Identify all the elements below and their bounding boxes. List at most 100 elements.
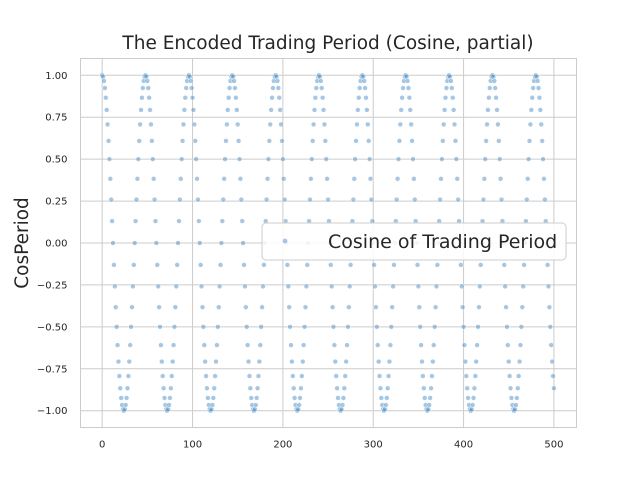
data-point — [525, 176, 531, 182]
data-point — [137, 121, 143, 128]
data-point — [145, 85, 151, 91]
data-point — [225, 107, 231, 113]
data-point — [241, 262, 247, 268]
data-point — [234, 107, 240, 113]
data-point — [172, 304, 178, 310]
y-tick-label: −0.25 — [37, 280, 68, 291]
data-point — [247, 385, 253, 391]
data-point — [391, 262, 397, 268]
data-point — [226, 95, 232, 101]
data-point — [386, 359, 393, 365]
data-point — [139, 95, 145, 101]
data-point — [285, 283, 291, 290]
data-point — [194, 176, 200, 182]
data-point — [387, 342, 393, 348]
data-point — [102, 85, 108, 91]
data-point — [475, 324, 481, 330]
data-point — [526, 138, 533, 144]
data-point — [150, 156, 156, 162]
data-point — [371, 262, 377, 268]
data-point — [284, 262, 290, 268]
legend-box — [261, 222, 567, 261]
data-point — [146, 95, 152, 101]
data-point — [478, 262, 484, 268]
data-point — [406, 95, 412, 101]
data-point — [256, 359, 262, 365]
data-point — [356, 95, 362, 101]
data-point — [232, 85, 238, 91]
data-point — [388, 324, 394, 330]
data-point — [300, 359, 306, 365]
data-point — [390, 283, 396, 290]
data-point — [199, 304, 206, 310]
data-point — [157, 324, 163, 330]
data-point — [441, 121, 447, 128]
data-point — [233, 95, 239, 101]
data-point — [408, 121, 414, 128]
data-point — [212, 373, 218, 379]
data-point — [107, 176, 113, 182]
x-tick-label: 500 — [544, 440, 563, 451]
data-point — [454, 176, 460, 182]
data-point — [198, 262, 204, 268]
data-point — [501, 262, 507, 268]
data-point — [441, 107, 448, 113]
data-point — [373, 304, 379, 310]
data-point — [321, 121, 328, 128]
data-point — [398, 107, 404, 113]
data-point — [230, 74, 236, 80]
data-point — [104, 107, 110, 113]
data-point — [248, 395, 254, 401]
axes-frame — [80, 58, 577, 428]
data-point — [449, 85, 455, 91]
data-point — [106, 156, 113, 162]
data-point — [367, 176, 374, 182]
data-point — [412, 196, 418, 203]
data-point — [182, 95, 188, 101]
data-point — [237, 176, 244, 182]
data-point — [375, 342, 381, 348]
data-point — [191, 121, 197, 128]
data-point — [551, 385, 557, 391]
data-point — [443, 85, 450, 91]
y-tick-label: −0.50 — [37, 322, 68, 333]
data-point — [484, 121, 490, 128]
y-tick-label: −1.00 — [37, 406, 68, 417]
data-point — [487, 85, 493, 91]
data-point — [297, 395, 303, 401]
data-point — [276, 95, 282, 101]
data-point — [104, 121, 111, 128]
data-point — [301, 324, 308, 330]
data-point — [323, 156, 329, 162]
data-point — [474, 342, 480, 348]
data-point — [536, 95, 543, 101]
data-point — [515, 385, 521, 391]
data-point — [118, 395, 124, 401]
data-point — [395, 176, 401, 182]
data-point — [117, 385, 123, 391]
data-point — [455, 196, 461, 203]
data-point — [513, 402, 519, 408]
data-point — [548, 342, 554, 348]
data-point — [383, 402, 389, 408]
y-tick-label: 1.00 — [45, 71, 67, 82]
data-point — [458, 262, 464, 268]
data-point — [152, 218, 159, 224]
data-point — [169, 373, 175, 379]
data-point — [425, 406, 431, 412]
data-point — [254, 395, 260, 401]
data-point — [419, 359, 425, 365]
data-point — [153, 240, 159, 246]
data-point — [427, 395, 433, 401]
y-axis-label: CosPeriod — [12, 197, 33, 289]
data-point — [240, 240, 246, 246]
data-point — [217, 283, 223, 290]
data-point — [264, 196, 270, 203]
data-point — [200, 324, 206, 330]
chart-title: The Encoded Trading Period (Cosine, part… — [121, 33, 533, 54]
data-point — [545, 283, 552, 290]
data-point — [430, 359, 436, 365]
data-point — [205, 395, 211, 401]
data-point — [346, 304, 352, 310]
y-tick-label: 0.25 — [45, 197, 67, 208]
